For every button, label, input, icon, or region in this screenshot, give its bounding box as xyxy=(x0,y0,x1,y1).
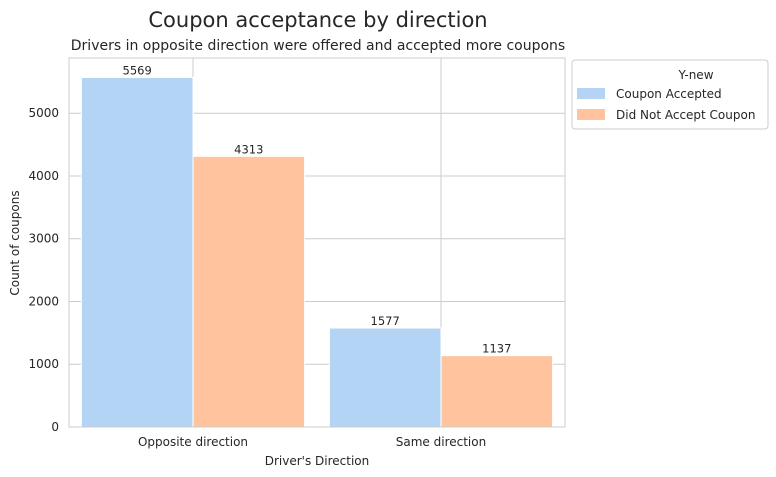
y-tick-label: 2000 xyxy=(28,294,59,308)
bar xyxy=(80,77,194,428)
y-tick-label: 4000 xyxy=(28,169,59,183)
x-axis-label: Driver's Direction xyxy=(265,454,370,468)
legend-frame xyxy=(571,59,769,130)
data-label: 4313 xyxy=(234,142,263,156)
legend-title: Y-new xyxy=(677,68,713,82)
data-label: 5569 xyxy=(123,64,152,78)
y-tick-label: 5000 xyxy=(28,106,59,120)
data-label: 1137 xyxy=(482,342,511,356)
legend: Y-new Coupon Accepted Did Not Accept Coup… xyxy=(571,59,769,130)
legend-entry: Coupon Accepted xyxy=(616,87,722,101)
legend-swatch xyxy=(577,88,605,99)
x-tick-label: Opposite direction xyxy=(138,435,248,449)
y-axis-label: Count of coupons xyxy=(8,190,22,295)
chart-title: Coupon acceptance by direction xyxy=(148,8,487,32)
data-label: 1577 xyxy=(371,314,400,328)
tick-labels: 0 1000 2000 3000 4000 5000 Opposite direction S… xyxy=(28,106,486,449)
bar xyxy=(192,155,306,428)
data-labels: 5569 1577 4313 1137 xyxy=(123,64,512,356)
bar xyxy=(440,355,554,428)
chart-subtitle: Drivers in opposite direction were offer… xyxy=(71,38,565,54)
bars xyxy=(80,77,554,428)
x-tick-label: Same direction xyxy=(396,435,486,449)
y-tick-label: 0 xyxy=(51,420,59,434)
y-tick-label: 3000 xyxy=(28,232,59,246)
y-tick-label: 1000 xyxy=(28,357,59,371)
plot-frame xyxy=(68,57,566,428)
bar xyxy=(328,327,442,428)
legend-swatch xyxy=(577,109,605,120)
legend-entry: Did Not Accept Coupon xyxy=(616,108,755,122)
